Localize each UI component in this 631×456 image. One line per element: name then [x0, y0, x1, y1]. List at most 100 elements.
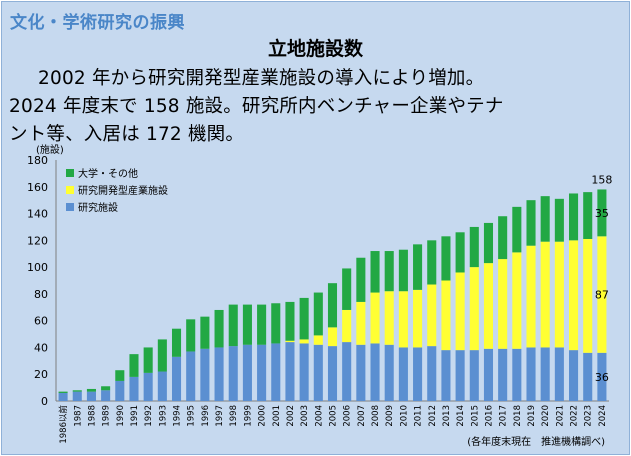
x-tick-label: 2018 [513, 405, 523, 427]
bar-segment [115, 380, 125, 401]
bar-segment [569, 193, 579, 241]
bar-segment [370, 251, 380, 293]
x-tick-label: 2013 [442, 405, 452, 427]
x-tick-label: 1998 [229, 405, 239, 427]
y-tick-label: 60 [34, 315, 48, 328]
bar-segment [469, 267, 479, 351]
bar-segment [370, 343, 380, 401]
bar-segment [597, 352, 607, 401]
x-tick-label: 2009 [385, 405, 395, 427]
bar-segment [214, 347, 224, 401]
bar-segment [157, 339, 167, 372]
bar-segment [441, 350, 451, 401]
bar-segment [526, 347, 536, 401]
x-tick-label: 2004 [314, 405, 324, 427]
x-tick-label: 2012 [428, 405, 438, 427]
bar-segment [86, 391, 96, 401]
x-tick-label: 1999 [243, 405, 253, 427]
x-tick-label: 2001 [272, 405, 282, 427]
bar-segment [455, 350, 465, 401]
x-tick-label: 1986以前 [58, 405, 69, 444]
bar-segment [441, 280, 451, 351]
bar-segment [299, 343, 309, 401]
bar-segment [413, 347, 423, 401]
bar-segment [299, 339, 309, 344]
bar-segment [512, 252, 522, 349]
y-axis-label: (施設) [36, 143, 64, 156]
bar-segment [554, 347, 564, 401]
page-title: 立地施設数 [267, 38, 363, 60]
x-tick-label: 2008 [371, 405, 381, 427]
bar-segment [257, 304, 267, 345]
bar-segment [554, 198, 564, 242]
bar-segment [115, 370, 125, 381]
bar-segment [313, 292, 323, 336]
bar-segment [58, 391, 68, 393]
bar-segment [469, 226, 479, 268]
bar-segment [483, 348, 494, 401]
bar-segment [200, 348, 210, 401]
bar-segment [356, 344, 366, 401]
bar-segment [143, 372, 153, 401]
x-tick-label: 2014 [456, 405, 466, 427]
x-tick-label: 2019 [527, 405, 537, 427]
x-tick-label: 1997 [215, 405, 225, 427]
y-tick-label: 0 [41, 395, 48, 408]
bar-segment [512, 348, 522, 401]
bar-segment [441, 236, 451, 281]
x-tick-label: 2005 [329, 405, 339, 427]
bar-segment [228, 304, 238, 347]
bar-segment [583, 192, 593, 239]
bar-segment [186, 351, 196, 401]
bar-segment [413, 244, 423, 290]
bar-segment [58, 392, 68, 401]
data-label: 35 [595, 207, 609, 220]
bar-segment [228, 346, 238, 401]
data-label: 36 [595, 371, 609, 384]
x-tick-label: 1992 [144, 405, 154, 427]
bar-segment [214, 309, 224, 348]
x-tick-label: 2003 [300, 405, 310, 427]
bar-segment [498, 348, 508, 401]
x-tick-label: 2011 [414, 405, 424, 427]
bar-segment [398, 347, 408, 401]
bar-segment [157, 371, 167, 401]
bar-segment [285, 340, 295, 343]
x-tick-label: 1995 [187, 405, 197, 427]
bar-segment [313, 335, 323, 345]
bar-segment [342, 342, 352, 401]
bar-segment [540, 347, 550, 401]
legend-label: 研究施設 [78, 201, 118, 214]
bar-segment [512, 206, 522, 253]
bar-segment [200, 316, 210, 349]
bar-segment [171, 356, 182, 401]
bar-segment [271, 343, 281, 401]
bar-segment [384, 291, 394, 345]
bar-segment [129, 354, 139, 377]
bar-segment [356, 301, 366, 345]
bar-segment [569, 240, 579, 351]
x-tick-label: 1987 [73, 405, 83, 427]
x-tick-label: 2023 [584, 405, 594, 427]
x-tick-label: 2016 [484, 405, 494, 427]
bar-segment [242, 304, 252, 345]
bar-segment [171, 328, 182, 357]
bar-segment [526, 245, 536, 348]
x-tick-label: 2007 [357, 405, 367, 427]
bar-segment [498, 259, 508, 349]
bar-segment [271, 303, 281, 344]
legend-swatch [66, 169, 74, 177]
bar-segment [342, 268, 352, 310]
section-heading: 文化・学術研究の振興 [10, 13, 185, 33]
legend-label: 大学・その他 [78, 167, 138, 180]
bar-segment [327, 327, 338, 347]
bar-segment [285, 301, 295, 341]
bar-segment [86, 388, 96, 392]
description-line-3: ント等、入居は 172 機関。 [9, 124, 245, 145]
bar-segment [257, 344, 267, 401]
bar-segment [186, 319, 196, 352]
bar-segment [526, 200, 536, 246]
bar-segment [483, 222, 494, 264]
